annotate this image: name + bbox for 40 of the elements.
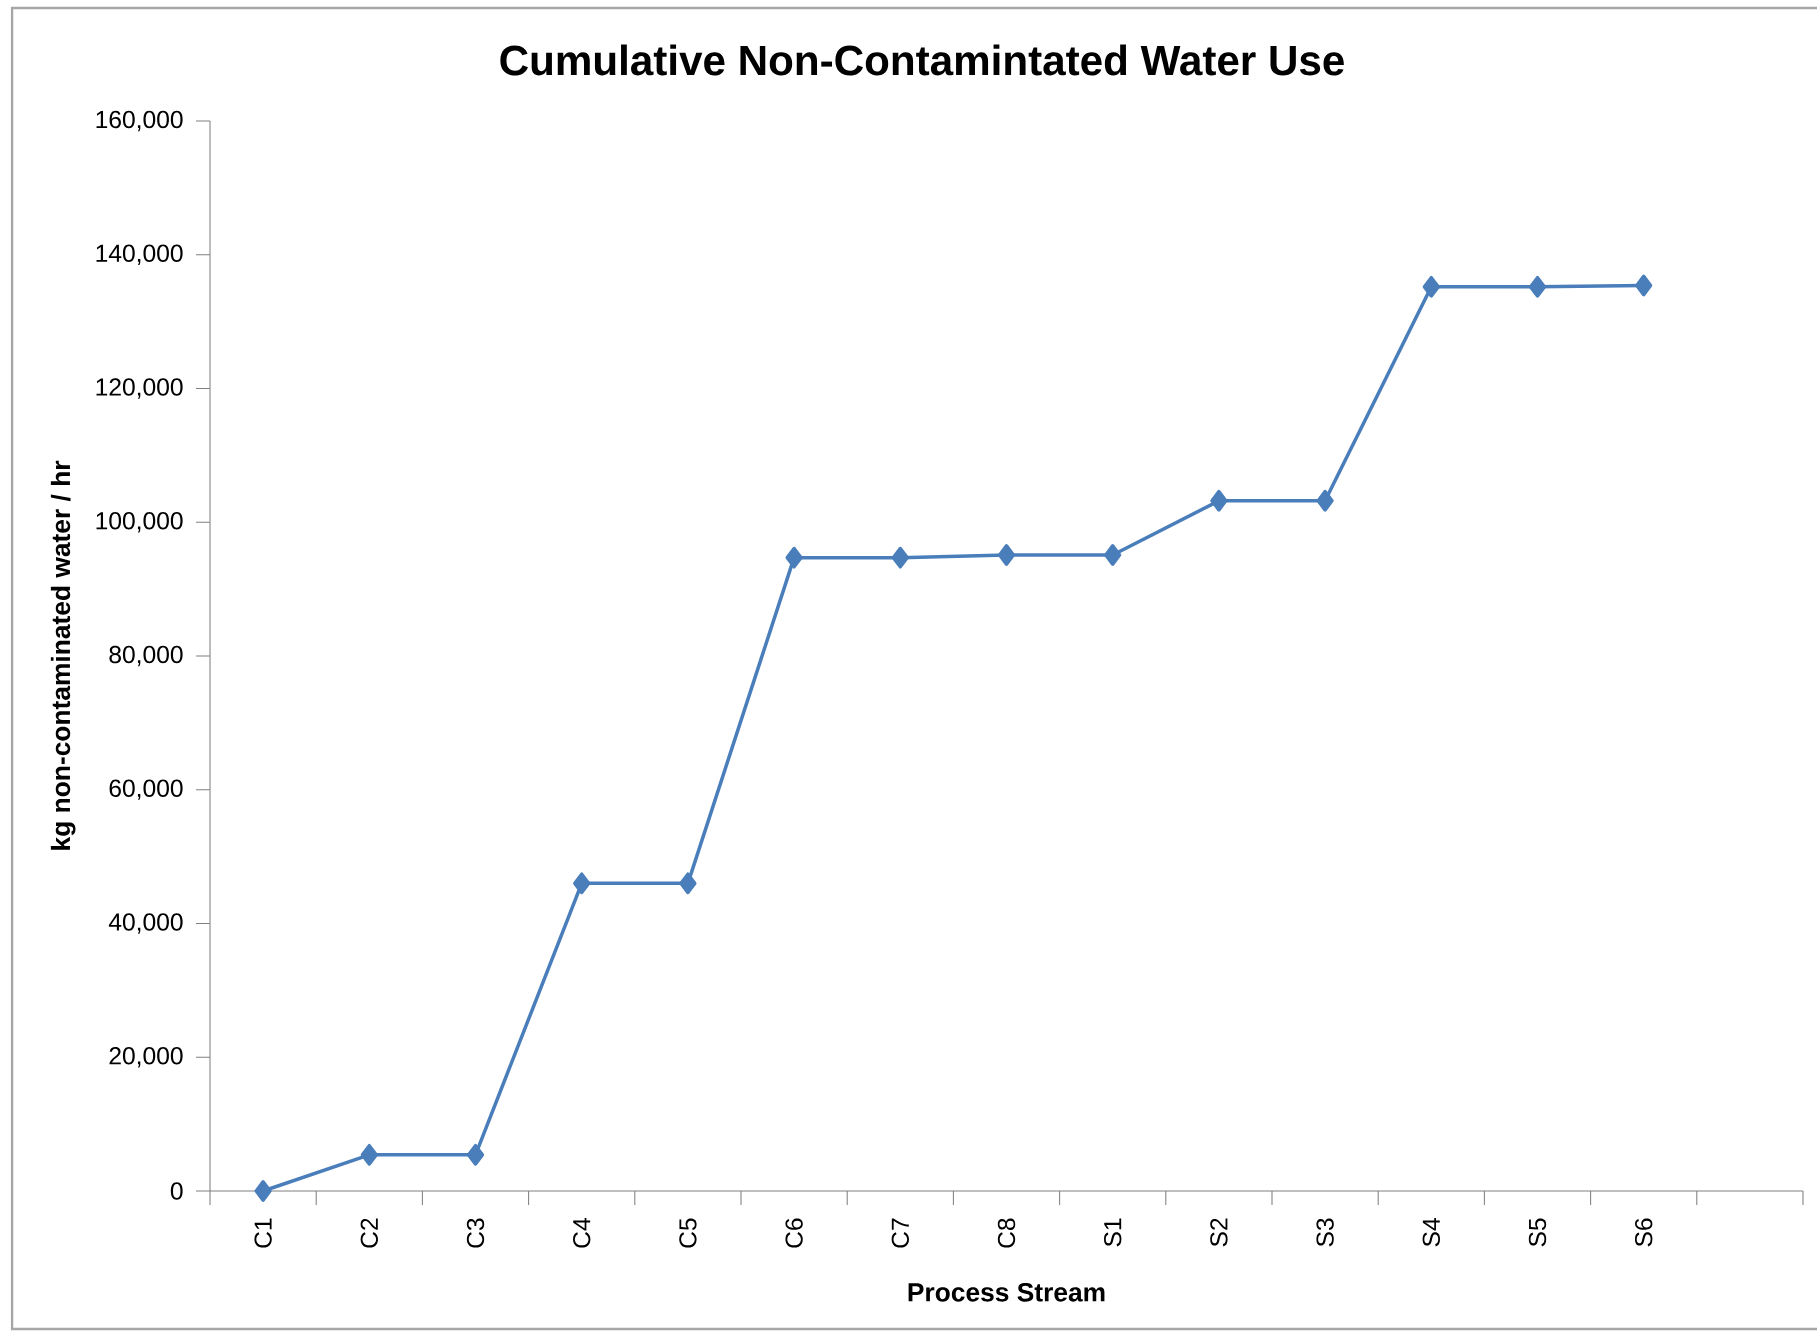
point xyxy=(254,1180,272,1202)
point xyxy=(1635,274,1653,297)
point xyxy=(1316,489,1334,512)
y-tick-label: 100,000 xyxy=(96,512,183,533)
x-tick-label: S5 xyxy=(1528,1218,1547,1247)
point xyxy=(360,1143,378,1166)
point xyxy=(1422,275,1440,298)
y-tick-label: 60,000 xyxy=(109,779,183,800)
x-tick-label: C3 xyxy=(466,1218,485,1248)
x-tick-label: S4 xyxy=(1422,1218,1440,1247)
y-axis-title: kg non-contaminated water / hr xyxy=(50,460,76,850)
y-tick-label: 120,000 xyxy=(96,378,183,399)
point xyxy=(1210,489,1228,512)
x-axis-title: Process Stream xyxy=(908,1282,1105,1302)
y-tick-label: 140,000 xyxy=(96,244,183,265)
y-tick-label: 0 xyxy=(170,1182,183,1200)
point xyxy=(679,872,697,895)
x-tick-label: C7 xyxy=(891,1218,909,1248)
chart-title: Cumulative Non-Contamintated Water Use xyxy=(500,44,1344,76)
x-tick-label: S2 xyxy=(1210,1218,1228,1247)
y-tick-label: 160,000 xyxy=(96,110,183,132)
x-tick-label: C5 xyxy=(679,1218,697,1248)
x-tick-label: C8 xyxy=(997,1218,1016,1248)
x-tick-label: C4 xyxy=(573,1218,591,1248)
point xyxy=(466,1143,485,1166)
point xyxy=(997,544,1016,566)
y-tick-label: 80,000 xyxy=(109,645,183,667)
x-tick-label: C1 xyxy=(254,1218,272,1248)
y-tick-label: 20,000 xyxy=(109,1047,183,1068)
x-tick-label: C2 xyxy=(360,1218,378,1248)
point xyxy=(573,872,591,895)
point xyxy=(1104,544,1122,566)
x-tick-label: S6 xyxy=(1635,1218,1653,1247)
point xyxy=(891,546,909,569)
point xyxy=(785,546,803,569)
x-tick-label: S3 xyxy=(1316,1218,1334,1247)
y-tick-label: 40,000 xyxy=(108,913,183,934)
x-tick-label: C6 xyxy=(785,1218,803,1248)
x-tick-label: S1 xyxy=(1104,1218,1122,1247)
point xyxy=(1528,275,1547,298)
